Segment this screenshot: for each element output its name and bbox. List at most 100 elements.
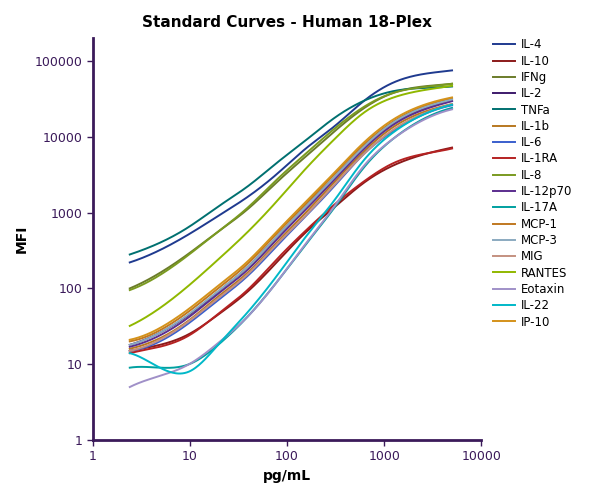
Eotaxin — [317, 222, 324, 228]
IL-1b — [398, 119, 405, 125]
TNFa — [317, 125, 324, 131]
MIG — [398, 122, 405, 127]
IL-12p70 — [317, 191, 324, 197]
IL-10 — [418, 152, 425, 158]
IL-22 — [176, 371, 183, 376]
MCP-3 — [317, 189, 324, 195]
IL-2 — [317, 189, 324, 195]
IL-22 — [448, 102, 455, 108]
IFNg — [448, 81, 455, 87]
IL-6 — [126, 348, 133, 354]
RANTES — [126, 323, 133, 329]
Line: IL-8: IL-8 — [130, 84, 452, 290]
MIG — [318, 196, 325, 202]
Eotaxin — [418, 118, 425, 124]
Line: IL-10: IL-10 — [130, 147, 452, 351]
MCP-1 — [317, 186, 324, 192]
IL-1RA — [318, 213, 325, 219]
Line: RANTES: RANTES — [130, 86, 452, 326]
TNFa — [318, 124, 325, 130]
IL-4 — [126, 259, 133, 265]
IL-12p70 — [127, 344, 135, 350]
IP-10 — [448, 95, 455, 101]
IL-4 — [398, 76, 405, 82]
MCP-1 — [418, 104, 425, 110]
MCP-3 — [398, 115, 405, 121]
IL-1RA — [323, 208, 330, 214]
Line: IL-22: IL-22 — [130, 105, 452, 374]
Line: IL-1RA: IL-1RA — [130, 148, 452, 353]
IL-1RA — [127, 350, 135, 356]
IL-4 — [318, 133, 325, 139]
IL-22 — [126, 350, 133, 356]
MCP-1 — [318, 185, 325, 191]
IFNg — [317, 140, 324, 146]
IL-8 — [323, 132, 330, 138]
Line: IL-4: IL-4 — [130, 70, 452, 262]
Eotaxin — [318, 220, 325, 226]
IL-1b — [418, 110, 425, 116]
IP-10 — [398, 112, 405, 118]
IL-12p70 — [323, 184, 330, 190]
IL-6 — [418, 112, 425, 118]
IL-17A — [318, 222, 325, 228]
Line: IFNg: IFNg — [130, 84, 452, 288]
Line: TNFa: TNFa — [130, 87, 452, 254]
IFNg — [418, 84, 425, 90]
IL-12p70 — [126, 344, 133, 350]
IL-2 — [418, 107, 425, 113]
Title: Standard Curves - Human 18-Plex: Standard Curves - Human 18-Plex — [142, 15, 432, 30]
TNFa — [323, 121, 330, 126]
IFNg — [323, 135, 330, 141]
Line: MCP-1: MCP-1 — [130, 99, 452, 342]
TNFa — [398, 87, 405, 93]
IL-4 — [127, 259, 135, 265]
Eotaxin — [398, 130, 405, 136]
MCP-1 — [127, 338, 135, 344]
Eotaxin — [448, 107, 455, 113]
TNFa — [448, 84, 455, 90]
IL-8 — [126, 287, 133, 293]
IL-17A — [319, 220, 326, 226]
IL-1b — [127, 346, 135, 352]
Line: IL-6: IL-6 — [130, 105, 452, 351]
Eotaxin — [127, 383, 135, 389]
MCP-1 — [323, 179, 330, 185]
IP-10 — [127, 337, 135, 343]
IL-22 — [324, 206, 332, 212]
IL-1RA — [126, 350, 133, 356]
MCP-1 — [398, 114, 405, 120]
IL-4 — [418, 71, 425, 77]
IL-12p70 — [318, 190, 325, 196]
MIG — [323, 190, 330, 196]
IP-10 — [418, 103, 425, 109]
IL-10 — [398, 159, 405, 165]
RANTES — [318, 149, 325, 155]
IL-4 — [323, 129, 330, 135]
IFNg — [398, 88, 405, 94]
IL-8 — [418, 84, 425, 90]
IL-1b — [126, 346, 133, 352]
IL-10 — [126, 348, 133, 354]
MCP-1 — [126, 339, 133, 345]
Line: IL-17A: IL-17A — [130, 108, 452, 368]
RANTES — [127, 322, 135, 328]
Line: IP-10: IP-10 — [130, 98, 452, 340]
RANTES — [398, 92, 405, 98]
TNFa — [126, 251, 133, 257]
IL-8 — [398, 88, 405, 94]
Eotaxin — [126, 384, 133, 390]
IP-10 — [317, 184, 324, 190]
IL-22 — [399, 123, 406, 129]
MIG — [448, 101, 455, 107]
Line: IL-2: IL-2 — [130, 101, 452, 345]
MIG — [317, 197, 324, 203]
TNFa — [418, 85, 425, 91]
Line: IL-12p70: IL-12p70 — [130, 101, 452, 347]
TNFa — [127, 251, 135, 257]
Eotaxin — [323, 213, 330, 219]
IL-12p70 — [448, 98, 455, 104]
IL-2 — [323, 182, 330, 188]
IL-8 — [127, 287, 135, 293]
MIG — [127, 348, 135, 354]
